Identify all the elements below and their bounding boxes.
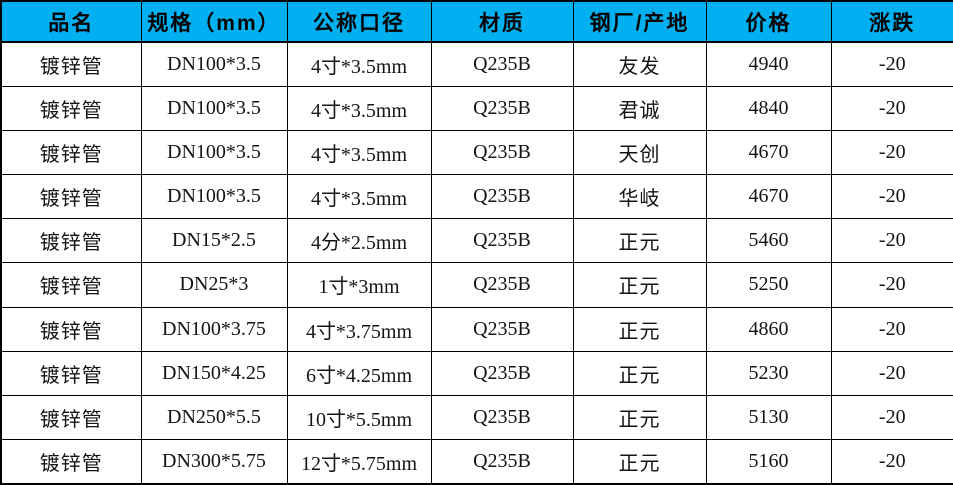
table-row: 镀锌管 DN100*3.5 4寸*3.5mm Q235B 君诚 4840 -20 xyxy=(0,86,953,132)
cell-material: Q235B xyxy=(430,130,574,176)
column-header-mill: 钢厂/产地 xyxy=(572,0,707,43)
cell-price: 5130 xyxy=(705,394,832,440)
cell-product: 镀锌管 xyxy=(0,394,142,440)
cell-spec: DN150*4.25 xyxy=(140,350,288,396)
cell-material: Q235B xyxy=(430,350,574,396)
cell-spec: DN100*3.5 xyxy=(140,174,288,220)
cell-price: 4940 xyxy=(705,41,832,88)
column-header-change: 涨跌 xyxy=(830,0,953,43)
cell-diameter: 6寸*4.25mm xyxy=(286,350,432,396)
cell-material: Q235B xyxy=(430,174,574,220)
cell-material: Q235B xyxy=(430,86,574,132)
cell-mill: 君诚 xyxy=(572,86,707,132)
cell-price: 4670 xyxy=(705,174,832,220)
column-header-product: 品名 xyxy=(0,0,142,43)
cell-price: 4670 xyxy=(705,130,832,176)
cell-diameter: 1寸*3mm xyxy=(286,262,432,308)
column-header-material: 材质 xyxy=(430,0,574,43)
cell-product: 镀锌管 xyxy=(0,350,142,396)
cell-diameter: 4寸*3.75mm xyxy=(286,306,432,352)
cell-spec: DN100*3.75 xyxy=(140,306,288,352)
cell-product: 镀锌管 xyxy=(0,262,142,308)
cell-material: Q235B xyxy=(430,438,574,485)
cell-spec: DN250*5.5 xyxy=(140,394,288,440)
cell-price: 4860 xyxy=(705,306,832,352)
cell-mill: 华岐 xyxy=(572,174,707,220)
table-row: 镀锌管 DN100*3.5 4寸*3.5mm Q235B 友发 4940 -20 xyxy=(0,41,953,88)
cell-mill: 正元 xyxy=(572,262,707,308)
cell-diameter: 4寸*3.5mm xyxy=(286,86,432,132)
table-row: 镀锌管 DN100*3.5 4寸*3.5mm Q235B 华岐 4670 -20 xyxy=(0,174,953,220)
cell-mill: 正元 xyxy=(572,438,707,485)
cell-product: 镀锌管 xyxy=(0,130,142,176)
cell-change: -20 xyxy=(830,394,953,440)
cell-diameter: 4寸*3.5mm xyxy=(286,41,432,88)
cell-spec: DN300*5.75 xyxy=(140,438,288,485)
cell-change: -20 xyxy=(830,86,953,132)
cell-change: -20 xyxy=(830,262,953,308)
cell-product: 镀锌管 xyxy=(0,438,142,485)
cell-material: Q235B xyxy=(430,41,574,88)
table-row: 镀锌管 DN300*5.75 12寸*5.75mm Q235B 正元 5160 -20 xyxy=(0,438,953,485)
cell-change: -20 xyxy=(830,438,953,485)
cell-diameter: 12寸*5.75mm xyxy=(286,438,432,485)
table-row: 镀锌管 DN100*3.5 4寸*3.5mm Q235B 天创 4670 -20 xyxy=(0,130,953,176)
cell-price: 4840 xyxy=(705,86,832,132)
cell-change: -20 xyxy=(830,350,953,396)
cell-diameter: 4分*2.5mm xyxy=(286,218,432,264)
cell-mill: 正元 xyxy=(572,394,707,440)
cell-change: -20 xyxy=(830,218,953,264)
cell-mill: 友发 xyxy=(572,41,707,88)
cell-spec: DN25*3 xyxy=(140,262,288,308)
cell-mill: 正元 xyxy=(572,306,707,352)
cell-product: 镀锌管 xyxy=(0,41,142,88)
cell-change: -20 xyxy=(830,41,953,88)
cell-product: 镀锌管 xyxy=(0,86,142,132)
column-header-diameter: 公称口径 xyxy=(286,0,432,43)
cell-change: -20 xyxy=(830,130,953,176)
cell-material: Q235B xyxy=(430,262,574,308)
cell-product: 镀锌管 xyxy=(0,306,142,352)
cell-change: -20 xyxy=(830,306,953,352)
table-row: 镀锌管 DN150*4.25 6寸*4.25mm Q235B 正元 5230 -20 xyxy=(0,350,953,396)
cell-material: Q235B xyxy=(430,218,574,264)
cell-change: -20 xyxy=(830,174,953,220)
cell-price: 5460 xyxy=(705,218,832,264)
cell-diameter: 10寸*5.5mm xyxy=(286,394,432,440)
cell-material: Q235B xyxy=(430,394,574,440)
table-row: 镀锌管 DN25*3 1寸*3mm Q235B 正元 5250 -20 xyxy=(0,262,953,308)
cell-material: Q235B xyxy=(430,306,574,352)
cell-mill: 正元 xyxy=(572,218,707,264)
column-header-price: 价格 xyxy=(705,0,832,43)
cell-product: 镀锌管 xyxy=(0,218,142,264)
cell-spec: DN100*3.5 xyxy=(140,86,288,132)
cell-product: 镀锌管 xyxy=(0,174,142,220)
cell-spec: DN100*3.5 xyxy=(140,41,288,88)
cell-price: 5230 xyxy=(705,350,832,396)
cell-diameter: 4寸*3.5mm xyxy=(286,174,432,220)
cell-mill: 天创 xyxy=(572,130,707,176)
cell-diameter: 4寸*3.5mm xyxy=(286,130,432,176)
table-row: 镀锌管 DN250*5.5 10寸*5.5mm Q235B 正元 5130 -20 xyxy=(0,394,953,440)
cell-price: 5160 xyxy=(705,438,832,485)
cell-spec: DN100*3.5 xyxy=(140,130,288,176)
cell-spec: DN15*2.5 xyxy=(140,218,288,264)
cell-mill: 正元 xyxy=(572,350,707,396)
table-body: 镀锌管 DN100*3.5 4寸*3.5mm Q235B 友发 4940 -20 镀锌管 DN1… xyxy=(0,41,953,485)
table-row: 镀锌管 DN100*3.75 4寸*3.75mm Q235B 正元 4860 -20 xyxy=(0,306,953,352)
table-row: 镀锌管 DN15*2.5 4分*2.5mm Q235B 正元 5460 -20 xyxy=(0,218,953,264)
cell-price: 5250 xyxy=(705,262,832,308)
column-header-spec: 规格（mm） xyxy=(140,0,288,43)
table-header: 品名 规格（mm） 公称口径 材质 钢厂/产地 价格 涨跌 xyxy=(0,0,953,43)
header-row: 品名 规格（mm） 公称口径 材质 钢厂/产地 价格 涨跌 xyxy=(0,0,953,43)
